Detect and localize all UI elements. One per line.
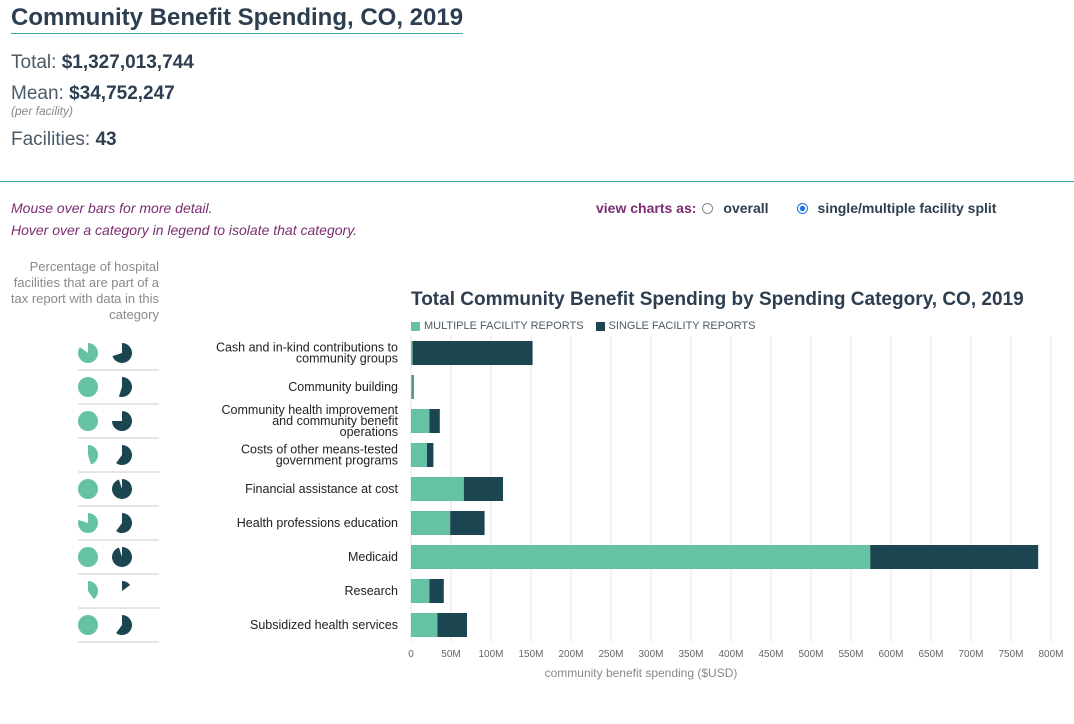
section-divider [0,181,1074,182]
hint-hover-legend: Hover over a category in legend to isola… [11,222,358,238]
bar-multiple[interactable] [411,613,438,637]
bar-single[interactable] [429,579,444,603]
view-toggle-label: view charts as: [596,200,697,216]
bar-single[interactable] [870,545,1039,569]
bar-multiple[interactable] [411,443,427,467]
pie-multiple [88,581,99,600]
x-tick-label: 350M [678,649,703,660]
pie-single [112,479,133,499]
bar-single[interactable] [429,409,440,433]
bar-multiple[interactable] [411,409,430,433]
x-tick-label: 500M [798,649,823,660]
radio-split-label[interactable]: single/multiple facility split [817,200,997,216]
bar-multiple[interactable] [411,375,413,399]
x-tick-label: 800M [1038,649,1063,660]
x-tick-label: 400M [718,649,743,660]
x-tick-label: 250M [598,649,623,660]
mean-sub: (per facility) [11,104,74,118]
bar-single[interactable] [463,477,503,501]
x-tick-label: 550M [838,649,863,660]
x-tick-label: 50M [441,649,460,660]
radio-overall[interactable] [702,202,714,214]
pie-single [116,445,133,465]
total-value: $1,327,013,744 [61,52,194,73]
category-label: government programs [276,454,398,468]
page-title: Community Benefit Spending, CO, 2019 [11,4,464,34]
pie-single [116,513,132,533]
mean-stat: Mean: $34,752,247 [11,83,175,105]
total-label: Total: [11,52,57,73]
legend-single[interactable]: SINGLE FACILITY REPORTS [595,320,756,332]
pie-multiple [88,445,98,465]
chart-title: Total Community Benefit Spending by Spen… [411,289,1024,310]
facility-pct-pies [77,343,159,643]
pie-multiple [78,479,98,499]
pie-multiple [78,411,98,431]
category-label: Costs of other means-tested [241,443,398,457]
pie-multiple [78,513,98,533]
x-tick-label: 700M [958,649,983,660]
category-label: Research [345,584,399,598]
x-tick-label: 300M [638,649,663,660]
legend-single-label: SINGLE FACILITY REPORTS [608,320,756,332]
x-tick-label: 600M [878,649,903,660]
pie-single [112,343,132,363]
pie-single [122,581,131,591]
x-tick-label: 0 [408,649,414,660]
mean-value: $34,752,247 [69,83,175,104]
category-label: Subsidized health services [250,618,398,632]
bar-multiple[interactable] [411,341,413,365]
x-tick-label: 200M [558,649,583,660]
category-label: community groups [296,352,398,366]
pie-multiple [78,377,98,397]
bar-chart: 0 50M 100M 150M 200M 250M 300M 350M 400M 450M 500M… [216,336,1064,680]
pie-single [111,547,132,567]
category-label: Community health improvement [222,403,399,417]
category-label: Health professions education [237,516,398,530]
chart-legend: MULTIPLE FACILITY REPORTS SINGLE FACILIT… [411,320,767,332]
x-tick-label: 650M [918,649,943,660]
pie-multiple [78,615,98,635]
view-toggle: view charts as: overall single/multiple … [596,200,1024,216]
category-label: operations [340,425,398,439]
bar-single[interactable] [412,341,533,365]
legend-multiple-label: MULTIPLE FACILITY REPORTS [424,320,584,332]
category-label: Cash and in-kind contributions to [216,341,398,355]
hint-mouse-over: Mouse over bars for more detail. [11,200,213,216]
category-label: and community benefit [272,414,398,428]
bar-single[interactable] [437,613,467,637]
legend-multiple[interactable]: MULTIPLE FACILITY REPORTS [411,320,584,332]
pie-multiple [78,547,98,567]
x-tick-label: 150M [518,649,543,660]
radio-split[interactable] [796,202,808,214]
bar-single[interactable] [412,375,414,399]
pie-single [112,411,132,431]
bar-multiple[interactable] [411,477,464,501]
category-label: Financial assistance at cost [245,482,398,496]
facilities-stat: Facilities: 43 [11,129,117,151]
legend-multiple-swatch [411,321,420,331]
bar-multiple[interactable] [411,545,871,569]
legend-single-swatch [595,321,605,331]
bar-multiple[interactable] [411,579,430,603]
bar-single[interactable] [450,511,485,535]
x-tick-label: 100M [478,649,503,660]
mean-label: Mean: [11,83,64,104]
pct-header: Percentage of hospital facilities that a… [10,259,159,322]
category-label: Medicaid [348,550,398,564]
total-stat: Total: $1,327,013,744 [11,52,194,74]
x-tick-label: 450M [758,649,783,660]
pie-multiple [77,343,98,363]
facilities-label: Facilities: [11,129,91,150]
radio-overall-label[interactable]: overall [723,200,769,216]
pie-single [116,615,132,635]
pie-single [118,377,132,397]
bar-single[interactable] [427,443,434,467]
x-tick-label: 750M [998,649,1023,660]
category-label: Community building [288,380,398,394]
bar-multiple[interactable] [411,511,451,535]
facilities-value: 43 [95,129,117,150]
x-axis-label: community benefit spending ($USD) [545,666,738,680]
